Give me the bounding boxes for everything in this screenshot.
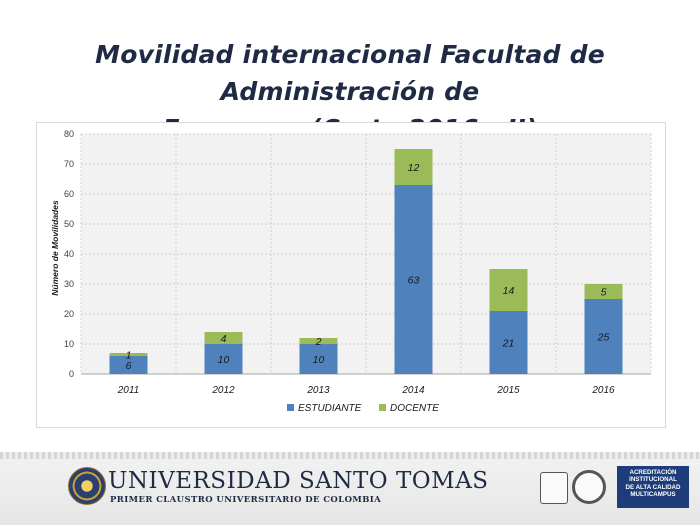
x-tick-label: 2011	[117, 385, 140, 396]
bar-segment	[584, 284, 623, 299]
data-label: 21	[502, 338, 515, 350]
x-tick-label: 2015	[496, 385, 520, 396]
data-label: 5	[601, 287, 607, 299]
y-tick-label: 60	[64, 189, 74, 199]
y-tick-label: 20	[64, 309, 74, 319]
data-label: 25	[597, 332, 610, 344]
x-tick-label: 2013	[306, 385, 330, 396]
bar-segment	[489, 311, 528, 374]
y-tick-label: 30	[64, 279, 74, 289]
legend-swatch	[287, 404, 294, 411]
bar-segment	[204, 344, 243, 374]
legend-label: DOCENTE	[390, 403, 439, 414]
bar-segment	[299, 338, 338, 344]
accreditation-line: DE ALTA CALIDAD	[625, 483, 681, 491]
legend-swatch	[379, 404, 386, 411]
x-tick-label: 2014	[401, 385, 425, 396]
data-label: 4	[221, 333, 227, 345]
iso-certification-icon	[540, 472, 568, 504]
accreditation-line: MULTICAMPUS	[630, 491, 676, 499]
university-seal-icon	[68, 467, 106, 505]
data-label: 6	[126, 360, 132, 372]
accreditation-badge: ACREDITACIÓN INSTITUCIONAL DE ALTA CALID…	[617, 466, 689, 508]
accreditation-line: ACREDITACIÓN	[629, 469, 677, 476]
bar-segment	[584, 299, 623, 374]
data-label: 2	[315, 336, 322, 348]
y-tick-label: 10	[64, 339, 74, 349]
x-tick-label: 2012	[211, 385, 235, 396]
bar-segment	[109, 356, 148, 374]
data-label: 12	[408, 162, 420, 174]
y-tick-label: 50	[64, 219, 74, 229]
slide-title-line-1: Movilidad internacional Facultad de Admi…	[95, 40, 605, 106]
y-tick-label: 0	[69, 369, 74, 379]
y-tick-label: 80	[64, 129, 74, 139]
y-tick-label: 40	[64, 249, 74, 259]
bar-segment	[299, 344, 338, 374]
chart-container: 0 10 20 30 40 50 60 70 80 6 1 2011 10 4 2012 10 2 2013 63 1…	[36, 122, 666, 428]
legend-label: ESTUDIANTE	[298, 403, 362, 414]
data-label: 10	[218, 354, 230, 366]
stacked-bar-chart: 0 10 20 30 40 50 60 70 80 61 2011 10 4 2012 10 2 2013 63 1…	[50, 129, 652, 414]
university-subtitle: PRIMER CLAUSTRO UNIVERSITARIO DE COLOMBI…	[110, 495, 382, 505]
data-label: 10	[313, 354, 325, 366]
y-axis-title: Número de Movilidades	[50, 200, 60, 296]
accreditation-line: INSTITUCIONAL	[629, 476, 677, 484]
data-label: 1	[126, 350, 132, 362]
bar-segment	[394, 185, 433, 374]
bar-segment	[394, 149, 433, 185]
iqnet-certification-icon	[572, 470, 606, 504]
x-tick-label: 2016	[591, 385, 615, 396]
data-label: 14	[503, 285, 515, 297]
bar-segment	[489, 269, 528, 311]
footer-pattern-band	[0, 452, 700, 459]
bar-segment	[204, 332, 243, 344]
bar-segment	[109, 353, 148, 356]
university-name: UNIVERSIDAD SANTO TOMAS	[108, 468, 489, 494]
data-label: 63	[408, 275, 420, 287]
y-tick-label: 70	[64, 159, 74, 169]
